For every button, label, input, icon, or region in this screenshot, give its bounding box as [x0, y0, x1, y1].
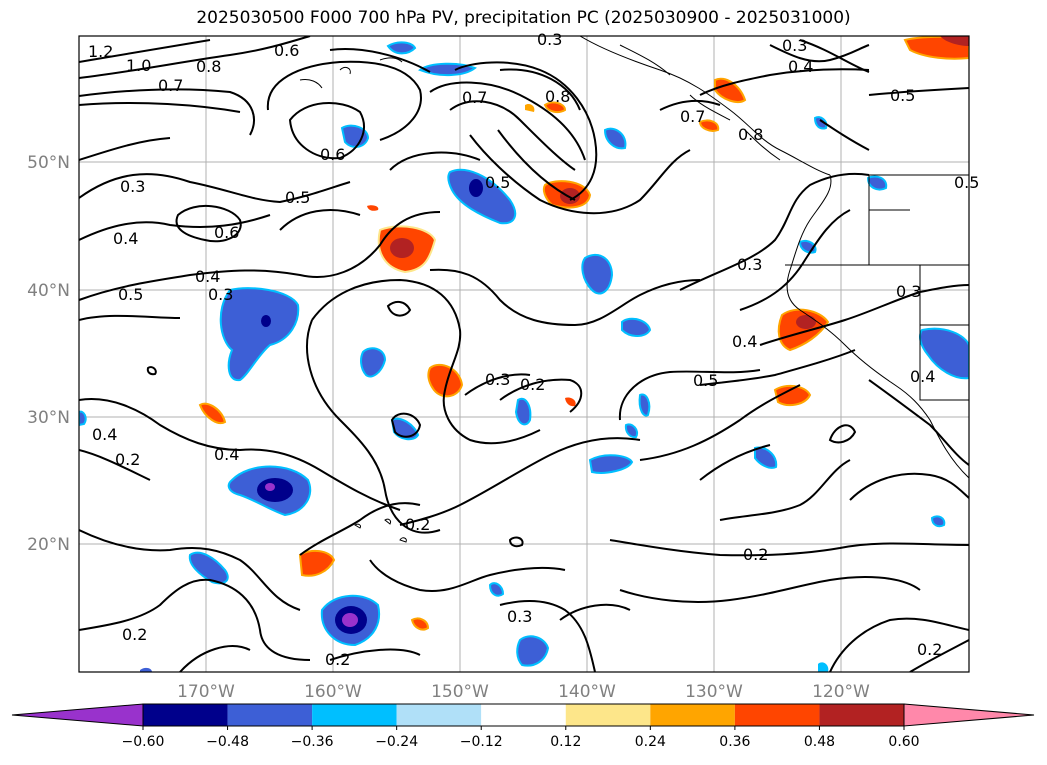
coastlines [299, 36, 969, 543]
colorbar: −0.60 −0.48 −0.36 −0.24 −0.12 0.12 0.24 0.36 0.4… [11, 703, 1035, 750]
map-frame [78, 35, 970, 673]
contour-label: 0.4 [732, 332, 757, 351]
contour-label: 0.3 [896, 282, 921, 301]
latitude-labels: 50°N 40°N 30°N 20°N [27, 153, 70, 555]
contour-label: 1.2 [88, 42, 113, 61]
colorbar-extend-low [11, 703, 144, 727]
contour-label: 0.3 [120, 177, 145, 196]
contour-label: 0.4 [910, 367, 935, 386]
contour-label: 0.6 [320, 145, 345, 164]
contour-label: 0.2 [122, 625, 147, 644]
colorbar-tick-label: 0.24 [635, 734, 666, 750]
contour-label: 0.5 [118, 285, 143, 304]
precip-negative-shading [79, 41, 969, 672]
contour-label: 0.5 [954, 173, 979, 192]
colorbar-segment [650, 704, 735, 726]
colorbar-tick-label: −0.12 [460, 734, 503, 750]
colorbar-segment [734, 704, 820, 726]
contour-label: 0.3 [737, 255, 762, 274]
colorbar-extend-high [903, 703, 1035, 727]
lon-label: 120°W [812, 682, 870, 702]
contour-label: 0.4 [113, 229, 138, 248]
colorbar-tick-label: −0.60 [122, 734, 165, 750]
map-title: 2025030500 F000 700 hPa PV, precipitatio… [196, 8, 851, 28]
lon-label: 130°W [685, 682, 743, 702]
colorbar-tick-label: −0.24 [375, 734, 418, 750]
contour-label: 0.8 [738, 125, 763, 144]
colorbar-tick-label: −0.36 [291, 734, 334, 750]
contour-label: 0.3 [208, 285, 233, 304]
lon-label: 140°W [558, 682, 616, 702]
colorbar-tick-label: 0.48 [804, 734, 835, 750]
contour-label: 0.5 [890, 86, 915, 105]
colorbar-segment [312, 704, 397, 726]
lat-label: 40°N [27, 281, 70, 301]
longitude-labels: 170°W 160°W 150°W 140°W 130°W 120°W [177, 682, 870, 702]
contour-label: 0.7 [462, 88, 487, 107]
colorbar-tick-label: 0.36 [719, 734, 750, 750]
contour-label: 0.3 [782, 36, 807, 55]
map-panel [79, 36, 969, 672]
contour-label: 0.4 [92, 425, 117, 444]
contour-label: 0.2 [917, 640, 942, 659]
contour-label: 0.4 [214, 445, 239, 464]
lat-label: 30°N [27, 408, 70, 428]
colorbar-outline [142, 703, 905, 727]
colorbar-segment [227, 704, 313, 726]
lon-label: 160°W [304, 682, 362, 702]
colorbar-segment [565, 704, 651, 726]
colorbar-tick-label: −0.48 [206, 734, 249, 750]
contour-label: 0.2 [325, 650, 350, 669]
contour-label: 0.3 [485, 370, 510, 389]
contour-label: 0.2 [115, 450, 140, 469]
colorbar-tick-label: 0.12 [550, 734, 581, 750]
colorbar-segment [396, 704, 482, 726]
precip-positive-shading [198, 36, 969, 631]
lat-label: 50°N [27, 153, 70, 173]
lon-label: 170°W [177, 682, 235, 702]
colorbar-tick-label: 0.60 [888, 734, 919, 750]
contour-label: 0.7 [158, 76, 183, 95]
colorbar-segment [819, 704, 904, 726]
contour-label: 0.2 [405, 515, 430, 534]
contour-label: 0.8 [196, 57, 221, 76]
lat-label: 20°N [27, 535, 70, 555]
contour-labels: 1.2 1.0 0.7 0.8 0.6 0.3 0.4 0.5 0.3 0.4 … [88, 30, 979, 669]
contour-label: 0.5 [693, 371, 718, 390]
contour-label: 0.4 [788, 57, 813, 76]
contour-label: 0.3 [537, 30, 562, 49]
contour-label: 0.5 [285, 188, 310, 207]
contour-label: 0.2 [743, 545, 768, 564]
colorbar-segment [481, 704, 566, 726]
contour-label: 0.5 [485, 173, 510, 192]
contour-label: 0.6 [274, 41, 299, 60]
contour-label: 0.4 [195, 267, 220, 286]
pv-contours [79, 36, 969, 672]
contour-label: 0.3 [507, 607, 532, 626]
contour-label: 0.2 [520, 375, 545, 394]
contour-label: 1.0 [126, 56, 151, 75]
contour-label: 0.7 [680, 107, 705, 126]
colorbar-segment [143, 704, 228, 726]
contour-label: 0.6 [214, 223, 239, 242]
contour-label: 0.8 [545, 87, 570, 106]
lon-label: 150°W [431, 682, 489, 702]
